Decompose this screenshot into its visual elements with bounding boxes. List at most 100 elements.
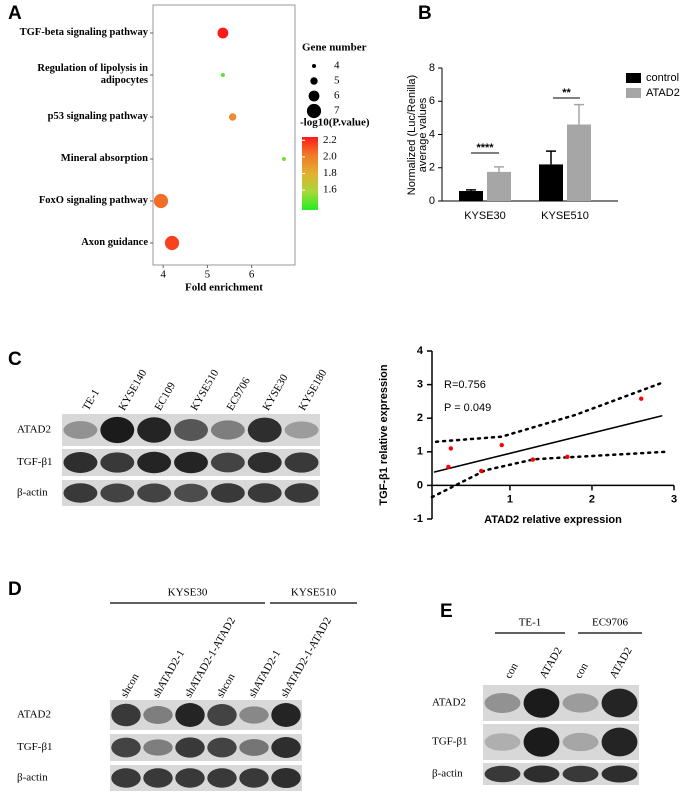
blot-band bbox=[523, 765, 560, 783]
plot-frame bbox=[152, 4, 296, 266]
group-label: KYSE30 bbox=[168, 587, 208, 599]
blot-band bbox=[63, 483, 98, 503]
blot-band bbox=[137, 417, 172, 443]
x-tick-label: 1 bbox=[507, 493, 513, 505]
blot-band bbox=[207, 737, 237, 758]
group-label: TE-1 bbox=[519, 617, 542, 629]
lane-label: shATAD2-1 bbox=[150, 648, 187, 700]
category-label: FoxO signaling pathway bbox=[38, 195, 148, 206]
blot-band bbox=[562, 765, 599, 783]
lane-label: EC9706 bbox=[224, 375, 253, 413]
lane-label: KYSE30 bbox=[260, 372, 291, 413]
blot-band bbox=[239, 768, 269, 788]
row-label: TGF-β1 bbox=[432, 736, 468, 748]
point bbox=[479, 468, 484, 474]
lane-label: TE-1 bbox=[80, 387, 102, 413]
category-label-box: FoxO signaling pathway bbox=[38, 195, 148, 206]
blot-band bbox=[239, 739, 269, 756]
size-legend-title: Gene number bbox=[302, 42, 367, 54]
y-tick-label: 2 bbox=[417, 412, 423, 424]
bar bbox=[487, 171, 511, 201]
panel-label: D bbox=[8, 579, 22, 600]
category-label: Regulation of lipolysis in adipocytes bbox=[37, 63, 148, 86]
blot-band bbox=[239, 706, 269, 724]
size-legend-dot bbox=[306, 103, 322, 119]
lane-label: EC109 bbox=[152, 380, 178, 413]
blot-band bbox=[210, 483, 245, 503]
blot-band bbox=[207, 704, 237, 726]
blot-background bbox=[110, 700, 302, 730]
bubble bbox=[153, 193, 169, 209]
blot-band bbox=[523, 727, 560, 757]
y-tick-label: 4 bbox=[429, 128, 435, 140]
color-tick-label: 2.0 bbox=[323, 150, 337, 162]
bar bbox=[567, 124, 591, 201]
blot-band bbox=[601, 765, 638, 783]
x-tick-label: KYSE510 bbox=[541, 210, 589, 222]
error-bar bbox=[466, 189, 476, 192]
fit-line bbox=[433, 415, 663, 473]
blot-band bbox=[175, 737, 205, 758]
size-legend-dot bbox=[308, 90, 320, 102]
point bbox=[446, 464, 451, 470]
bubble bbox=[228, 113, 237, 121]
blot-band bbox=[207, 768, 237, 788]
blot-band bbox=[100, 452, 135, 473]
lane-label: con bbox=[502, 661, 521, 681]
lane-label: KYSE140 bbox=[116, 367, 149, 413]
bubble bbox=[217, 27, 229, 39]
group-label: KYSE510 bbox=[291, 587, 337, 599]
legend-swatch bbox=[626, 73, 641, 83]
blot-band bbox=[484, 765, 521, 783]
x-tick-label: 3 bbox=[671, 493, 677, 505]
blot-band bbox=[562, 732, 599, 752]
bubble bbox=[220, 73, 225, 77]
category-label-box: Mineral absorption bbox=[61, 153, 148, 164]
significance-label: **** bbox=[476, 142, 494, 154]
row-label: TGF-β1 bbox=[17, 456, 53, 468]
lane-label: ATAD2 bbox=[607, 645, 634, 680]
y-tick-label: 2 bbox=[429, 162, 435, 174]
panel-label: E bbox=[440, 601, 453, 622]
y-tick-label: 0 bbox=[417, 479, 423, 491]
lane-label: ATAD2 bbox=[537, 645, 564, 680]
size-legend-label: 7 bbox=[334, 105, 340, 117]
point bbox=[565, 454, 570, 460]
y-tick-label: 4 bbox=[417, 345, 424, 357]
y-axis-label: Normalized (Luc/Renilla) bbox=[406, 75, 418, 195]
blot-band bbox=[111, 737, 141, 758]
size-legend-label: 4 bbox=[334, 60, 340, 72]
blot-band bbox=[601, 727, 638, 757]
blot-band bbox=[111, 703, 141, 727]
blot-band bbox=[100, 416, 135, 444]
blot-band bbox=[143, 739, 173, 756]
x-tick-label: 5 bbox=[205, 269, 211, 281]
point bbox=[499, 442, 504, 448]
blot-band bbox=[284, 483, 319, 503]
row-label: β-actin bbox=[17, 487, 48, 499]
lane-label: KYSE510 bbox=[188, 367, 221, 413]
size-legend-label: 5 bbox=[334, 75, 340, 87]
y-tick-label: 1 bbox=[417, 446, 423, 458]
y-axis-label: average values bbox=[417, 97, 429, 172]
blot-band bbox=[210, 452, 245, 473]
bar bbox=[539, 164, 563, 201]
y-tick-label: 0 bbox=[429, 195, 435, 207]
row-label: ATAD2 bbox=[17, 709, 51, 721]
row-label: β-actin bbox=[17, 772, 48, 784]
x-axis-label: Fold enrichment bbox=[185, 282, 263, 294]
y-axis-label: TGF-β1 relative expression bbox=[378, 364, 390, 505]
blot-band bbox=[484, 693, 521, 713]
blot-band bbox=[174, 483, 208, 503]
x-tick-label: 2 bbox=[589, 493, 595, 505]
blot-band bbox=[174, 451, 208, 474]
lane-label: KYSE180 bbox=[296, 367, 329, 413]
color-tick-label: 1.8 bbox=[323, 167, 337, 179]
legend-label: ATAD2 bbox=[646, 87, 680, 99]
confidence-band bbox=[430, 450, 668, 499]
size-legend-label: 6 bbox=[334, 90, 340, 102]
blot-band bbox=[284, 421, 319, 439]
lane-label: shcon bbox=[118, 671, 141, 700]
color-legend-title: -log10(P.value) bbox=[300, 117, 370, 129]
